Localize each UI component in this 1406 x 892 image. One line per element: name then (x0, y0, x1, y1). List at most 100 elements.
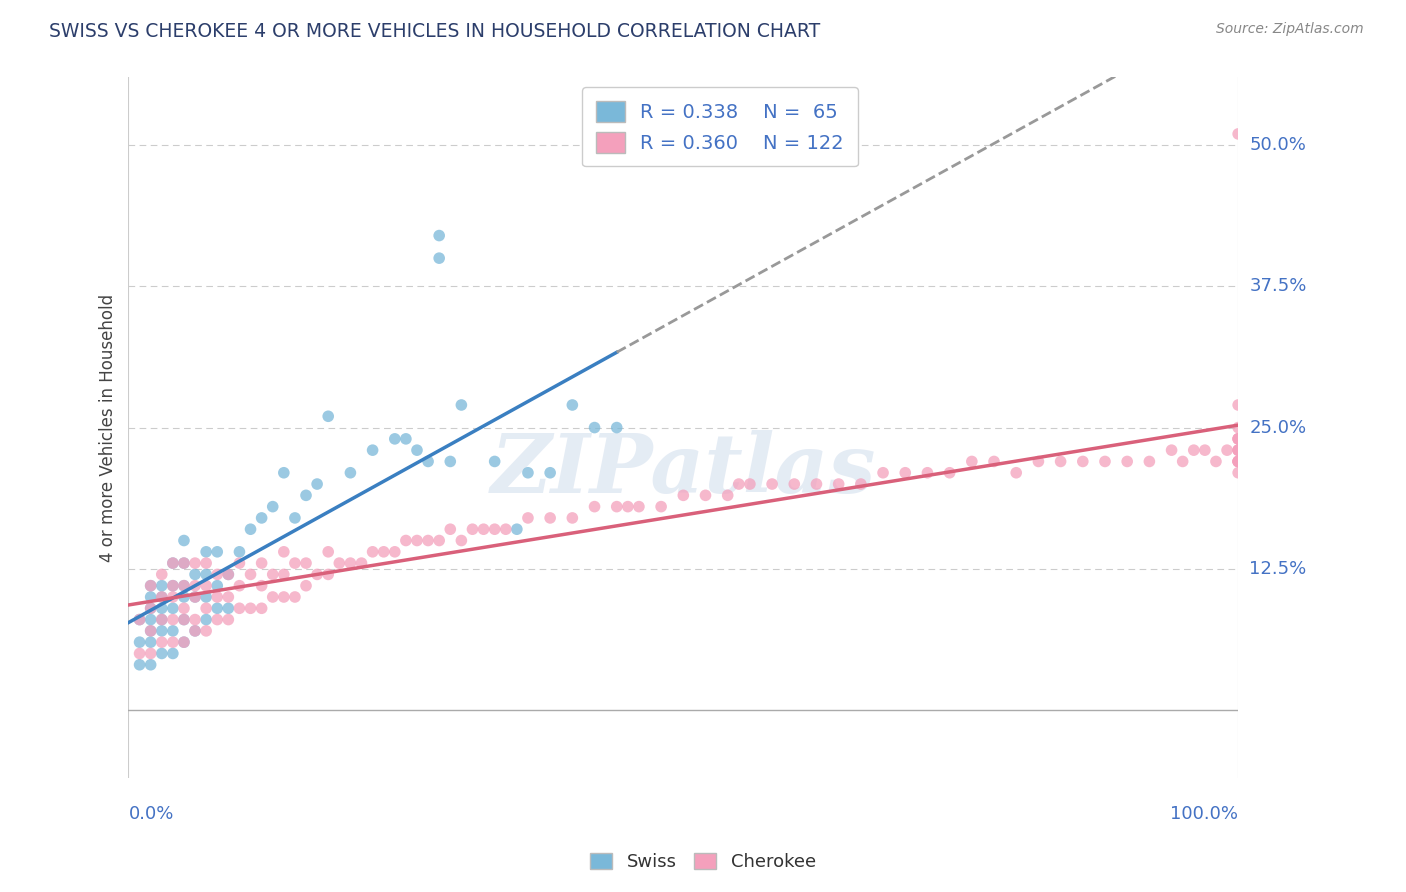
Point (250, 601, 273, 615)
Point (406, 533, 429, 548)
Point (228, 545, 250, 559)
Point (184, 556, 207, 570)
Point (207, 590, 229, 604)
Point (273, 567, 295, 582)
Point (150, 590, 173, 604)
Point (250, 579, 273, 593)
Point (484, 454, 506, 468)
Point (217, 590, 239, 604)
Point (295, 556, 318, 570)
Point (1227, 398, 1250, 412)
Point (273, 590, 295, 604)
Point (228, 556, 250, 570)
Point (162, 601, 184, 615)
Point (406, 443, 429, 458)
Point (960, 454, 983, 468)
Point (207, 567, 229, 582)
Point (1049, 454, 1071, 468)
Point (173, 613, 195, 627)
Point (384, 545, 406, 559)
Point (162, 579, 184, 593)
Point (139, 635, 162, 649)
Point (1116, 454, 1139, 468)
Point (1227, 454, 1250, 468)
Text: SWISS VS CHEROKEE 4 OR MORE VEHICLES IN HOUSEHOLD CORRELATION CHART: SWISS VS CHEROKEE 4 OR MORE VEHICLES IN … (49, 22, 821, 41)
Point (606, 500, 628, 514)
Point (517, 466, 540, 480)
Point (561, 511, 583, 525)
Point (184, 579, 207, 593)
Point (195, 601, 218, 615)
Point (162, 579, 184, 593)
Point (150, 635, 173, 649)
Point (650, 500, 672, 514)
Point (139, 579, 162, 593)
Point (1227, 454, 1250, 468)
Point (217, 601, 239, 615)
Point (450, 398, 472, 412)
Point (1227, 466, 1250, 480)
Point (228, 601, 250, 615)
Point (1071, 454, 1094, 468)
Point (1227, 127, 1250, 141)
Point (262, 567, 284, 582)
Point (361, 443, 384, 458)
Point (173, 613, 195, 627)
Point (849, 477, 872, 491)
Point (162, 556, 184, 570)
Point (195, 579, 218, 593)
Legend: Swiss, Cherokee: Swiss, Cherokee (583, 846, 823, 879)
Point (1094, 454, 1116, 468)
Point (307, 567, 329, 582)
Point (139, 647, 162, 661)
Point (439, 454, 461, 468)
Text: 0.0%: 0.0% (128, 805, 174, 823)
Point (538, 466, 561, 480)
Point (173, 635, 195, 649)
Point (1227, 432, 1250, 446)
Point (427, 533, 450, 548)
Point (128, 613, 150, 627)
Point (139, 601, 162, 615)
Point (139, 590, 162, 604)
Point (1182, 443, 1205, 458)
Point (384, 432, 406, 446)
Point (173, 556, 195, 570)
Point (983, 454, 1005, 468)
Point (184, 624, 207, 638)
Point (395, 432, 418, 446)
Point (173, 590, 195, 604)
Point (173, 533, 195, 548)
Point (1227, 443, 1250, 458)
Point (872, 466, 894, 480)
Point (195, 556, 218, 570)
Text: 100.0%: 100.0% (1170, 805, 1239, 823)
Point (361, 545, 384, 559)
Point (373, 545, 395, 559)
Point (672, 488, 695, 502)
Point (495, 522, 517, 536)
Text: 37.5%: 37.5% (1250, 277, 1306, 295)
Point (150, 601, 173, 615)
Point (1227, 420, 1250, 434)
Point (295, 488, 318, 502)
Point (217, 567, 239, 582)
Point (150, 613, 173, 627)
Point (350, 556, 373, 570)
Point (150, 647, 173, 661)
Point (150, 579, 173, 593)
Point (262, 590, 284, 604)
Y-axis label: 4 or more Vehicles in Household: 4 or more Vehicles in Household (100, 293, 117, 562)
Point (184, 590, 207, 604)
Point (239, 522, 262, 536)
Point (627, 500, 650, 514)
Point (162, 613, 184, 627)
Point (207, 545, 229, 559)
Legend: R = 0.338    N =  65, R = 0.360    N = 122: R = 0.338 N = 65, R = 0.360 N = 122 (582, 87, 858, 167)
Point (517, 511, 540, 525)
Point (195, 613, 218, 627)
Point (217, 613, 239, 627)
Point (427, 228, 450, 243)
Point (173, 579, 195, 593)
Point (139, 613, 162, 627)
